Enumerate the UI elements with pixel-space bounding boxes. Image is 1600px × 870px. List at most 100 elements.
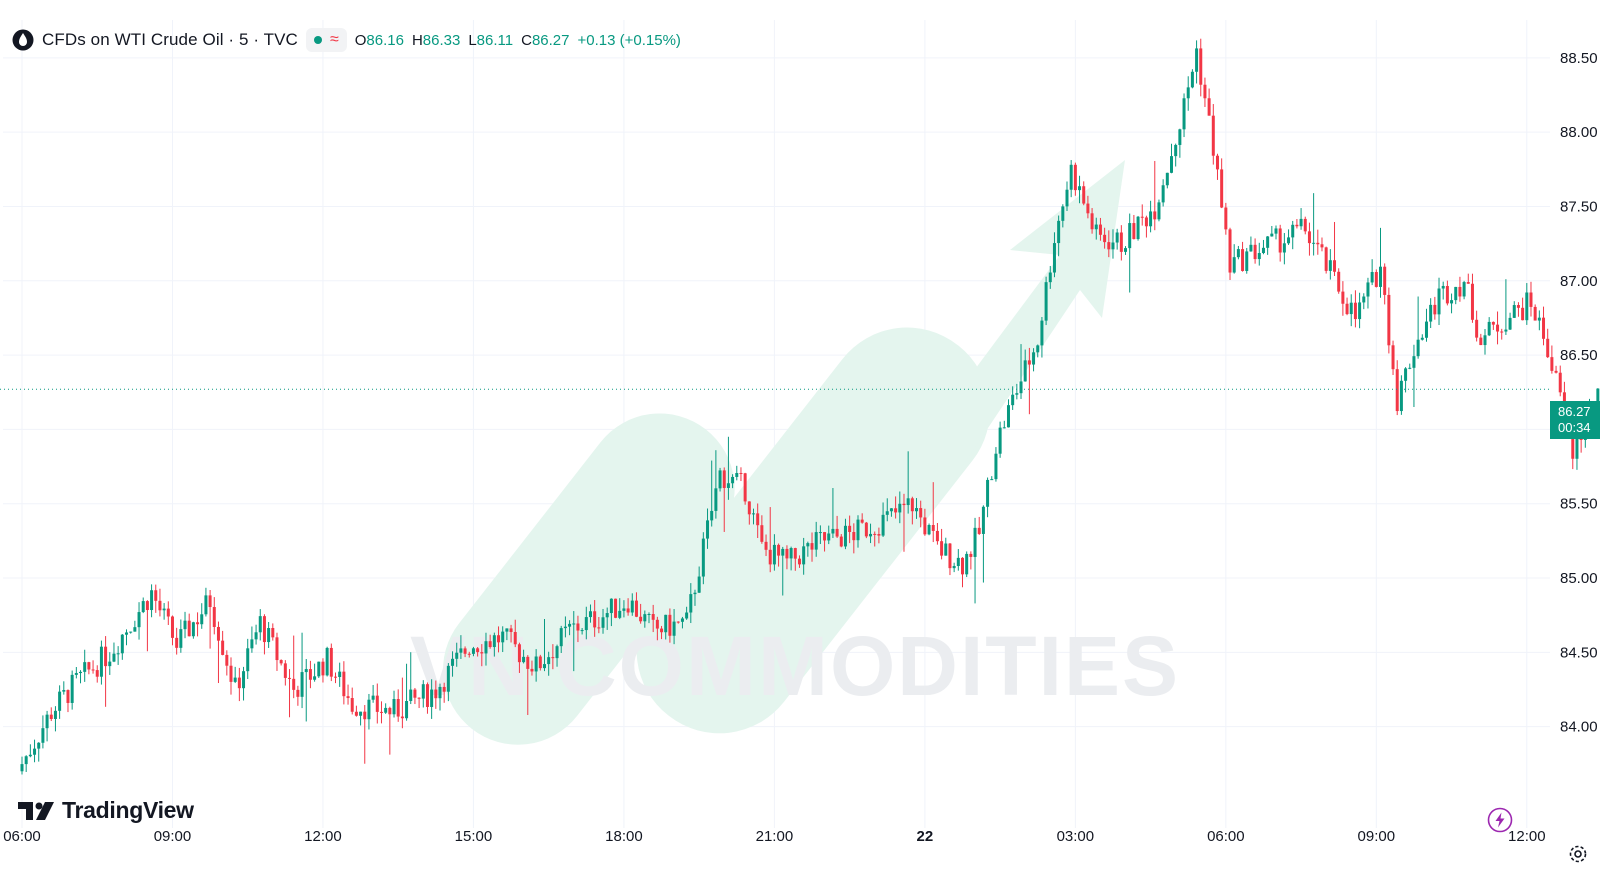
candle-body <box>726 483 730 488</box>
candle-body <box>1450 300 1454 304</box>
candle-body <box>735 473 739 477</box>
candle-body <box>1061 206 1065 221</box>
candle-body <box>864 522 868 537</box>
candle-body <box>196 622 200 625</box>
candle-body <box>166 608 170 617</box>
candle-body <box>1232 257 1236 273</box>
x-tick-label: 09:00 <box>1358 828 1396 845</box>
candle-body <box>1516 305 1520 308</box>
candle-body <box>647 614 651 616</box>
candle-body <box>580 630 584 632</box>
candle-body <box>267 628 271 643</box>
candle-body <box>973 527 977 557</box>
candle-body <box>856 519 860 541</box>
candle-body <box>860 519 864 523</box>
candle-body <box>455 652 459 659</box>
candle-body <box>839 536 843 547</box>
change-value: +0.13 (+0.15%) <box>577 31 681 49</box>
candle-body <box>944 543 948 556</box>
candle-body <box>965 553 969 575</box>
candle-body <box>894 508 898 513</box>
candle-body <box>158 600 162 611</box>
candle-body <box>304 669 308 673</box>
candle-body <box>392 699 396 715</box>
candle-body <box>706 520 710 539</box>
candle-body <box>1395 369 1399 412</box>
last-price-value: 86.27 <box>1558 404 1591 419</box>
candle-body <box>346 696 350 699</box>
candle-body <box>660 628 664 633</box>
candle-body <box>701 538 705 577</box>
candle-body <box>1533 306 1537 321</box>
candle-body <box>1537 317 1541 321</box>
y-tick-label: 86.50 <box>1560 347 1598 364</box>
candle-body <box>1065 189 1069 207</box>
lightning-icon[interactable] <box>1487 807 1513 833</box>
candle-body <box>990 479 994 481</box>
candle-body <box>1408 367 1412 369</box>
candle-body <box>1165 172 1169 186</box>
candle-body <box>1261 247 1265 254</box>
candle-body <box>689 594 693 613</box>
x-tick-label: 06:00 <box>1207 828 1245 845</box>
candle-body <box>1069 164 1073 190</box>
candle-body <box>731 476 735 484</box>
candle-body <box>1094 224 1098 230</box>
candle-body <box>1542 317 1546 339</box>
y-tick-label: 88.00 <box>1560 124 1598 141</box>
candle-body <box>869 533 873 537</box>
candle-body <box>379 711 383 713</box>
candle-body <box>87 662 91 670</box>
candle-body <box>923 517 927 535</box>
candle-body <box>58 691 62 711</box>
candle-body <box>1044 282 1048 321</box>
candle-body <box>563 626 567 629</box>
candle-body <box>1362 296 1366 303</box>
candle-body <box>1291 224 1295 238</box>
candle-body <box>1119 232 1123 252</box>
candle-body <box>112 653 116 662</box>
candle-body <box>1433 304 1437 315</box>
candle-body <box>300 672 304 697</box>
tradingview-logo[interactable]: TradingView <box>18 797 194 824</box>
y-tick-label: 85.50 <box>1560 496 1598 513</box>
candle-body <box>79 671 83 674</box>
candle-body <box>459 648 463 653</box>
symbol-title[interactable]: CFDs on WTI Crude Oil · 5 · TVC <box>42 30 298 49</box>
candle-body <box>664 614 668 633</box>
candle-body <box>806 543 810 547</box>
high-value: 86.33 <box>422 31 461 49</box>
candle-body <box>1115 232 1119 243</box>
candle-body <box>1027 360 1031 365</box>
candle-body <box>818 532 822 534</box>
candle-body <box>1161 185 1165 203</box>
candle-body <box>1404 368 1408 381</box>
candle-body <box>756 513 760 526</box>
candle-body <box>1178 129 1182 145</box>
candle-body <box>505 628 509 632</box>
candle-body <box>952 566 956 569</box>
x-tick-label: 15:00 <box>455 828 493 845</box>
candle-body <box>601 617 605 628</box>
candle-body <box>434 689 438 699</box>
candle-body <box>1571 427 1575 459</box>
status-pill[interactable]: ≈ <box>305 28 347 52</box>
candle-body <box>1006 405 1010 428</box>
candle-body <box>977 527 981 534</box>
candle-body <box>200 614 204 625</box>
candle-body <box>969 553 973 557</box>
candle-body <box>1128 223 1132 249</box>
ohlc-values: O86.16 H86.33 L86.11 C86.27 <box>355 32 570 49</box>
settings-gear-icon[interactable] <box>1567 843 1589 865</box>
candle-body <box>1558 372 1562 393</box>
candle-body <box>881 514 885 536</box>
candle-body <box>1437 288 1441 315</box>
candle-body <box>764 541 768 550</box>
candle-body <box>145 601 149 611</box>
candle-body <box>1149 211 1153 227</box>
candle-body <box>354 711 358 716</box>
candle-body <box>1312 242 1316 244</box>
candle-body <box>1303 218 1307 232</box>
candle-body <box>488 641 492 648</box>
